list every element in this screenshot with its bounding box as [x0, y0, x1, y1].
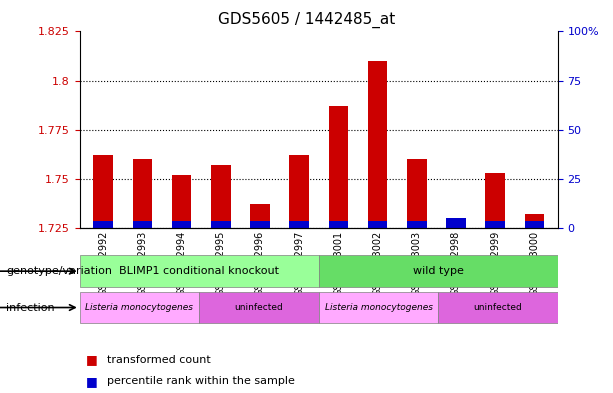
Text: GDS5605 / 1442485_at: GDS5605 / 1442485_at — [218, 12, 395, 28]
Bar — [289, 221, 309, 228]
Bar — [485, 221, 505, 228]
Text: Listeria monocytogenes: Listeria monocytogenes — [85, 303, 194, 312]
Bar — [250, 204, 270, 228]
FancyBboxPatch shape — [438, 292, 558, 323]
Bar — [172, 221, 191, 228]
Bar — [132, 221, 152, 228]
Bar — [93, 155, 113, 228]
Bar — [368, 221, 387, 228]
Bar — [211, 165, 230, 228]
FancyBboxPatch shape — [199, 292, 319, 323]
Bar — [93, 221, 113, 228]
Bar — [172, 175, 191, 228]
Text: infection: infection — [6, 303, 55, 312]
Bar — [250, 221, 270, 228]
Bar — [446, 218, 466, 228]
Text: wild type: wild type — [413, 266, 463, 276]
Text: ■: ■ — [86, 375, 97, 388]
Bar — [132, 159, 152, 228]
Bar — [407, 159, 427, 228]
Text: BLIMP1 conditional knockout: BLIMP1 conditional knockout — [119, 266, 280, 276]
FancyBboxPatch shape — [80, 292, 199, 323]
Text: genotype/variation: genotype/variation — [6, 266, 112, 276]
Bar — [525, 214, 544, 228]
Bar — [407, 221, 427, 228]
Text: Listeria monocytogenes: Listeria monocytogenes — [324, 303, 433, 312]
Bar — [329, 106, 348, 228]
Text: uninfected: uninfected — [235, 303, 283, 312]
Bar — [525, 221, 544, 228]
Bar — [368, 61, 387, 228]
Bar — [289, 155, 309, 228]
FancyBboxPatch shape — [80, 255, 319, 287]
FancyBboxPatch shape — [319, 255, 558, 287]
Bar — [211, 221, 230, 228]
Bar — [485, 173, 505, 228]
Bar — [446, 224, 466, 228]
FancyBboxPatch shape — [319, 292, 438, 323]
Text: ■: ■ — [86, 353, 97, 366]
Text: uninfected: uninfected — [474, 303, 522, 312]
Bar — [329, 221, 348, 228]
Text: percentile rank within the sample: percentile rank within the sample — [107, 376, 295, 386]
Text: transformed count: transformed count — [107, 354, 211, 365]
